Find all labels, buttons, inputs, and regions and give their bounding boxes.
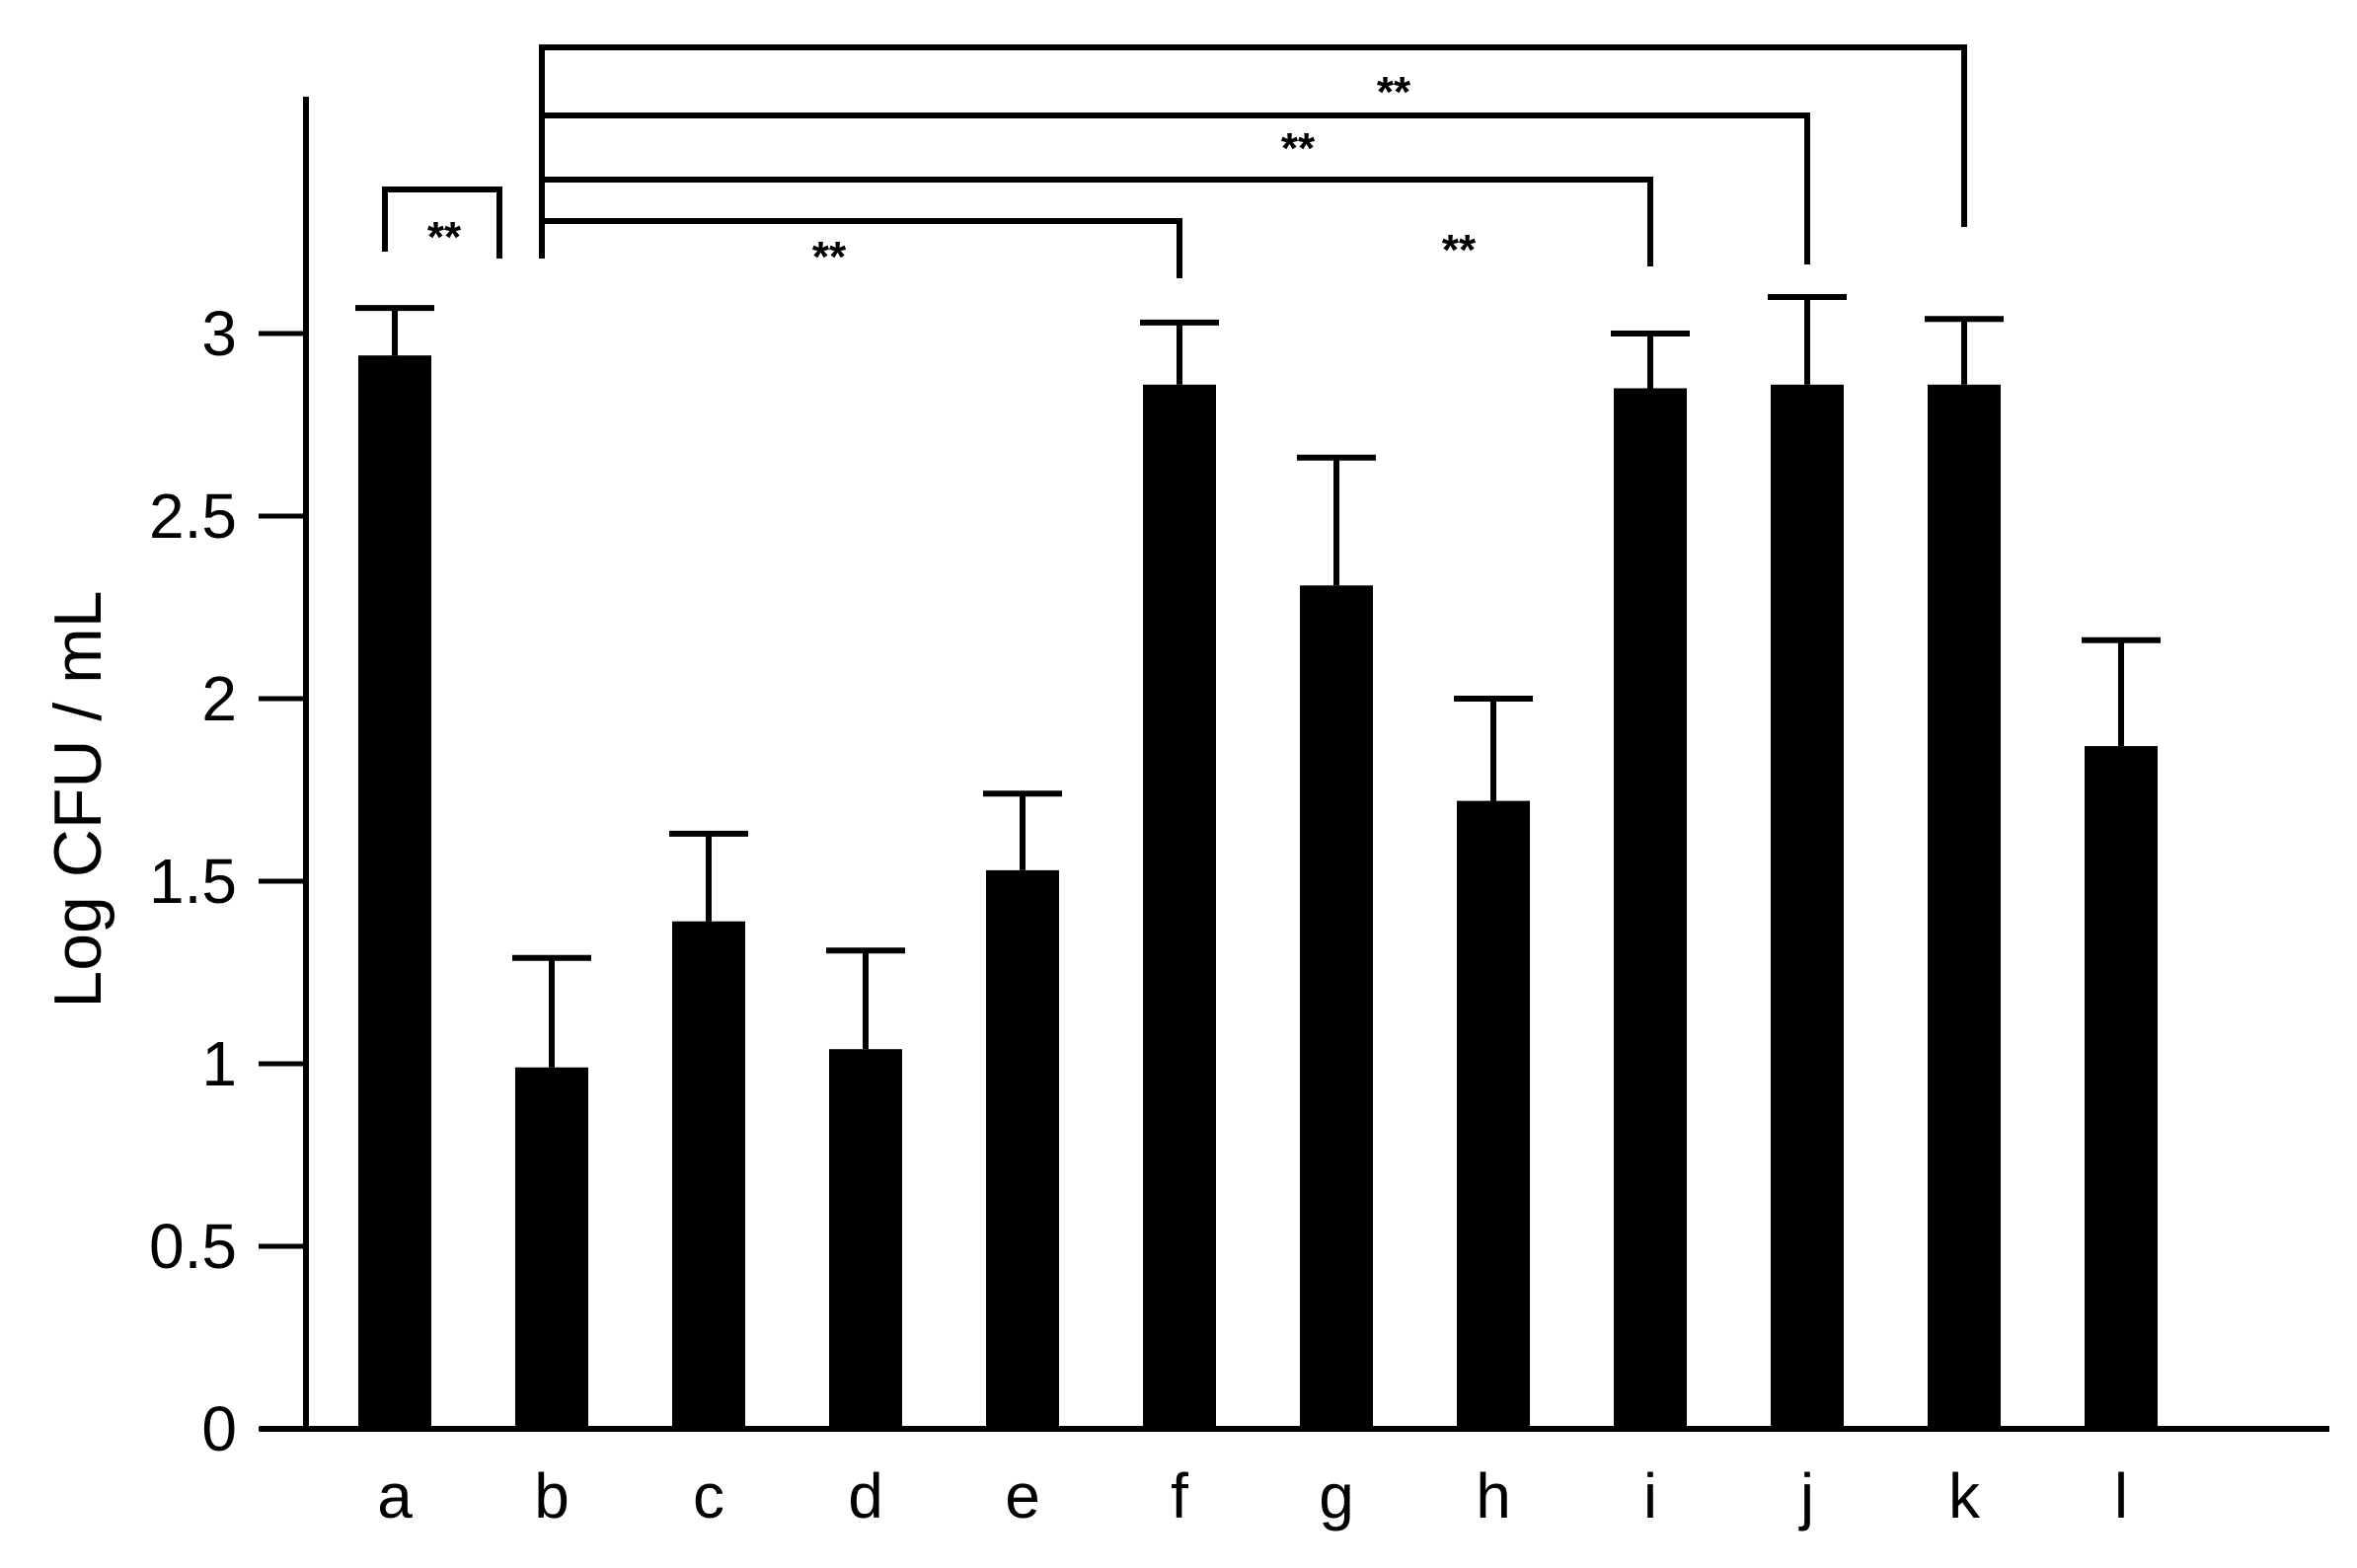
- x-tick-label-b: b: [534, 1460, 570, 1531]
- x-tick-labels: a b c d e f g h i j k l: [377, 1460, 2128, 1531]
- y-ticks: 0 0.5 1 1.5 2 2.5 3: [149, 298, 306, 1464]
- y-tick-label: 0: [201, 1393, 237, 1464]
- x-tick-label-c: c: [693, 1460, 724, 1531]
- bars: [358, 355, 2158, 1430]
- y-tick-label: 1: [201, 1028, 237, 1099]
- significance-label: **: [1377, 68, 1411, 116]
- y-tick-label: 3: [201, 298, 237, 369]
- significance-bracket: [539, 112, 1810, 264]
- error-bars: [355, 294, 2161, 1068]
- x-tick-label-k: k: [1948, 1460, 1981, 1531]
- bar-i: [1614, 388, 1687, 1429]
- bar-g: [1300, 585, 1373, 1429]
- significance-brackets: ** ** ** ** **: [382, 44, 1967, 281]
- x-tick-label-a: a: [377, 1460, 413, 1531]
- x-tick-label-f: f: [1171, 1460, 1188, 1531]
- x-tick-label-j: j: [1798, 1460, 1814, 1531]
- bar-a: [358, 355, 431, 1430]
- bar-j: [1771, 384, 1844, 1429]
- bar-b: [515, 1067, 588, 1429]
- significance-label: **: [1281, 124, 1316, 173]
- x-tick-label-e: e: [1005, 1460, 1040, 1531]
- y-tick-label: 1.5: [149, 846, 237, 917]
- bar-f: [1143, 384, 1216, 1429]
- x-tick-label-g: g: [1319, 1460, 1354, 1531]
- significance-label: **: [812, 233, 847, 281]
- significance-label: **: [1442, 226, 1477, 274]
- y-axis-label: Log CFU / mL: [40, 590, 115, 1008]
- y-tick-label: 2.5: [149, 481, 237, 552]
- bar-h: [1457, 800, 1530, 1429]
- x-tick-label-d: d: [848, 1460, 883, 1531]
- x-tick-label-i: i: [1643, 1460, 1657, 1531]
- bar-k: [1928, 384, 2001, 1429]
- bar-e: [986, 869, 1059, 1429]
- y-tick-label: 0.5: [149, 1211, 237, 1282]
- x-tick-label-h: h: [1476, 1460, 1511, 1531]
- significance-bracket: [539, 218, 1182, 278]
- bar-l: [2085, 746, 2158, 1429]
- significance-label: **: [427, 213, 462, 261]
- significance-bracket: [539, 44, 1967, 259]
- bar-c: [672, 921, 745, 1429]
- y-tick-label: 2: [201, 663, 237, 734]
- significance-bracket: [382, 187, 502, 259]
- bar-d: [829, 1049, 902, 1429]
- x-tick-label-l: l: [2114, 1460, 2128, 1531]
